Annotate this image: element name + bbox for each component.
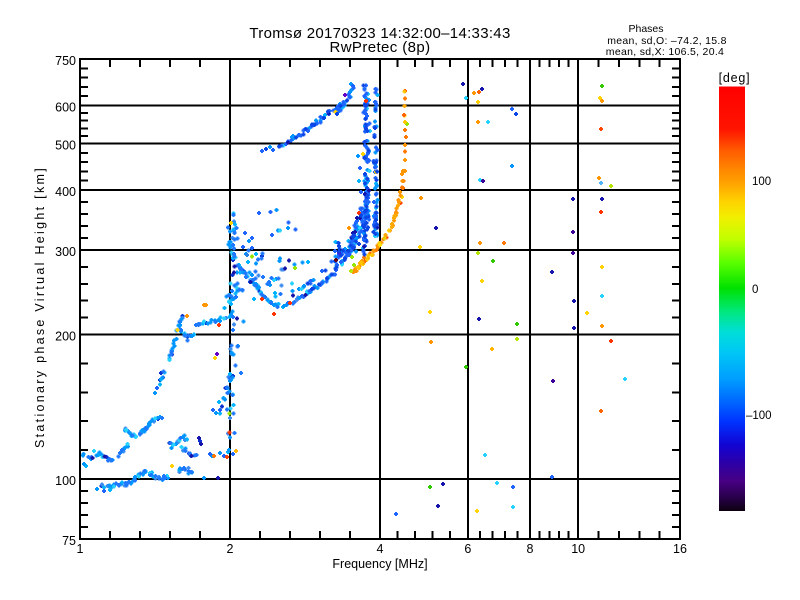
svg-text:300: 300 [55, 245, 76, 259]
svg-text:–100: –100 [746, 410, 772, 422]
svg-text:750: 750 [55, 54, 76, 68]
svg-text:Frequency [MHz]: Frequency [MHz] [332, 557, 427, 571]
svg-text:100: 100 [752, 176, 771, 188]
svg-text:Stationary phase Virtual Heigh: Stationary phase Virtual Height [km] [33, 166, 47, 448]
svg-text:6: 6 [464, 542, 471, 556]
svg-text:100: 100 [55, 474, 76, 488]
svg-text:4: 4 [377, 542, 384, 556]
svg-text:Phases: Phases [628, 23, 663, 35]
svg-text:mean, sd,X: 106.5, 20.4: mean, sd,X: 106.5, 20.4 [606, 46, 724, 58]
svg-text:Tromsø 20170323 14:32:00–14:33: Tromsø 20170323 14:32:00–14:33:43 [249, 25, 510, 42]
svg-text:400: 400 [55, 185, 76, 199]
svg-text:200: 200 [55, 330, 76, 344]
svg-text:0: 0 [752, 284, 758, 296]
svg-text:2: 2 [227, 542, 234, 556]
svg-text:1: 1 [77, 542, 84, 556]
svg-text:mean, sd,O: –74.2, 15.8: mean, sd,O: –74.2, 15.8 [607, 35, 727, 47]
svg-text:500: 500 [55, 139, 76, 153]
svg-text:[deg]: [deg] [719, 71, 751, 85]
svg-text:75: 75 [62, 534, 76, 548]
svg-text:600: 600 [55, 101, 76, 115]
svg-text:10: 10 [571, 542, 585, 556]
svg-text:16: 16 [673, 542, 687, 556]
svg-text:8: 8 [527, 542, 534, 556]
svg-text:RwPretec (8p): RwPretec (8p) [329, 39, 430, 56]
